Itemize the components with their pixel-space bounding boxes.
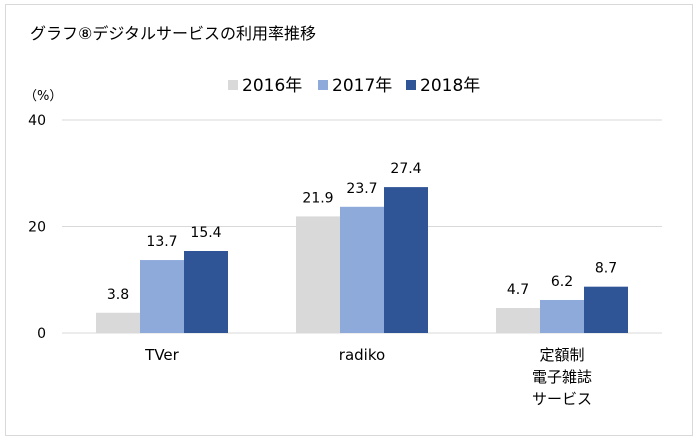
legend-label: 2017年 xyxy=(332,76,392,96)
data-label: 21.9 xyxy=(302,190,333,206)
legend-swatch xyxy=(318,80,328,90)
category-label: TVer xyxy=(144,346,179,364)
legend-swatch xyxy=(406,80,416,90)
category-label: 定額制電子雑誌サービス xyxy=(532,346,592,408)
bar xyxy=(584,286,628,333)
bars xyxy=(96,187,628,333)
bar xyxy=(140,260,184,333)
legend-swatch xyxy=(228,80,238,90)
legend: 2016年 2017年 2018年 xyxy=(228,76,480,96)
bar xyxy=(384,187,428,333)
category-labels: TVer radiko 定額制電子雑誌サービス xyxy=(144,346,592,408)
bar xyxy=(540,299,584,333)
data-label: 13.7 xyxy=(146,234,177,250)
legend-label: 2016年 xyxy=(242,76,302,96)
bar xyxy=(496,307,540,333)
data-label: 8.7 xyxy=(595,261,617,277)
chart-title: グラフ⑧デジタルサービスの利用率推移 xyxy=(30,24,317,43)
bar xyxy=(96,312,140,333)
data-label: 6.2 xyxy=(551,274,573,290)
y-tick-label: 0 xyxy=(37,326,46,342)
y-tick-label: 20 xyxy=(28,220,46,236)
category-label: radiko xyxy=(339,346,385,364)
data-label: 3.8 xyxy=(107,287,129,303)
bar xyxy=(296,216,340,333)
legend-label: 2018年 xyxy=(420,76,480,96)
data-label: 15.4 xyxy=(190,225,221,241)
y-axis-unit-label: （%） xyxy=(24,89,62,104)
chart-frame xyxy=(5,4,693,436)
bar xyxy=(340,206,384,333)
data-label: 23.7 xyxy=(346,181,377,197)
bar xyxy=(184,250,228,333)
y-tick-label: 40 xyxy=(28,113,46,129)
data-label: 4.7 xyxy=(507,282,529,298)
value-labels: 3.8 13.7 15.4 21.9 23.7 27.4 4.7 6.2 8.7 xyxy=(107,161,617,303)
y-axis-ticks: 0 20 40 xyxy=(28,113,46,342)
data-label: 27.4 xyxy=(390,161,421,177)
